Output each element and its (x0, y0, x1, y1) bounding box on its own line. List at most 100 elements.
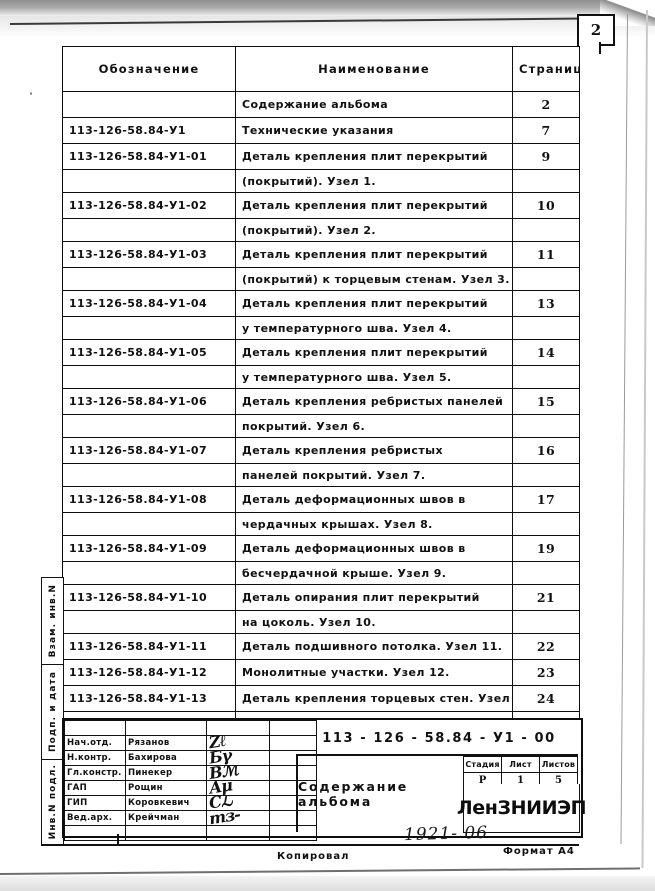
scan-paper-right-edge (620, 13, 628, 844)
cell-designation (62, 169, 236, 193)
cell-page: 7 (512, 117, 580, 144)
cell-page: 14 (512, 339, 580, 366)
cell-designation: 113-126-58.84-У1-05 (62, 339, 236, 366)
cell-designation (62, 365, 236, 389)
signature-mark: Ζℓ (206, 735, 270, 751)
cell-title: Технические указания (235, 117, 513, 144)
table-row: Содержание альбома 2 (62, 91, 580, 118)
cell-page: 9 (512, 143, 580, 170)
signature-row: Нач.отд. Рязанов Ζℓ (64, 735, 317, 751)
cell-title: панелей покрытий. Узел 7. (235, 463, 513, 487)
table-row: 113-126-58.84-У1-04 Деталь крепления плит… (62, 290, 580, 317)
header-designation: Обозначение (62, 46, 236, 92)
cell-designation (62, 610, 236, 634)
cell-title: (покрытий). Узел 2. (235, 218, 513, 242)
cell-designation: 113-126-58.84-У1-11 (62, 633, 236, 660)
cell-designation: 113-126-58.84-У1-12 (62, 659, 236, 686)
signature-row-blank (64, 825, 317, 841)
title-block-document-code: 113 - 126 - 58.84 - У1 - 00 (322, 730, 556, 746)
cell-designation (62, 91, 236, 118)
handwritten-signature: Вℳ (207, 765, 239, 781)
scan-top-edge-band (0, 0, 655, 16)
cell-title: Деталь крепления торцевых стен. Узел 13. (235, 685, 513, 712)
signature-mark: Вℳ (206, 765, 270, 781)
cell-title: Деталь крепления плит перекрытий (235, 143, 513, 170)
cell-title: бесчердачной крыше. Узел 9. (235, 561, 513, 585)
stage-header-list: Лист (501, 756, 540, 773)
scan-paper-bottom-edge (0, 867, 640, 875)
stage-header-stadiya: Стадия (463, 756, 502, 773)
table-row: у температурного шва. Узел 5. (62, 365, 580, 389)
cell-page (512, 365, 580, 389)
signature-role: Вед.арх. (64, 810, 126, 826)
cell-title: покрытий. Узел 6. (235, 414, 513, 438)
cell-page: 10 (512, 192, 580, 219)
footer-format-label: Формат А4 (503, 846, 575, 857)
title-block-document-name: Содержание альбома (298, 779, 409, 809)
cell-designation (62, 316, 236, 340)
cell-page (512, 316, 580, 340)
cell-designation (62, 561, 236, 585)
table-row: (покрытий) к торцевым стенам. Узел 3. (62, 267, 580, 291)
cell-page: 22 (512, 633, 580, 660)
signature-name: Рязанов (125, 735, 207, 751)
cell-designation: 113-126-58.84-У1-01 (62, 143, 236, 170)
margin-label-vzam-inv: Взам. инв.N (42, 578, 63, 665)
table-row: 113-126-58.84-У1-09 Деталь деформационных… (62, 535, 580, 562)
drawing-margin-strip: Взам. инв.N Подп. и дата Инв.N подл. (41, 577, 64, 846)
cell-page: 13 (512, 290, 580, 317)
cell-page: 21 (512, 584, 580, 611)
signature-name: Рощин (125, 780, 207, 796)
title-block-signatures: Нач.отд. Рязанов Ζℓ Н.контр. Бахирова Бγ Гл.ко… (64, 720, 317, 841)
table-row: 113-126-58.84-У1-13 Деталь крепления торц… (62, 685, 580, 712)
title-block: Нач.отд. Рязанов Ζℓ Н.контр. Бахирова Бγ Гл.ко… (62, 718, 587, 841)
margin-label-inv-podl: Инв.N подл. (47, 764, 58, 840)
cell-title: Деталь крепления ребристых (235, 437, 513, 464)
cell-title: Деталь крепления плит перекрытий (235, 290, 513, 317)
signature-cell-empty (125, 720, 207, 736)
cell-page: 2 (512, 91, 580, 118)
signature-cell-empty (64, 720, 126, 736)
stage-header-row: Стадия Лист Листов (463, 756, 578, 773)
cell-page: 15 (512, 388, 580, 415)
cell-designation: 113-126-58.84-У1-07 (62, 437, 236, 464)
signature-name: Бахирова (125, 750, 207, 766)
cell-page: 19 (512, 535, 580, 562)
header-page: Страница (512, 46, 580, 92)
signatures-table: Нач.отд. Рязанов Ζℓ Н.контр. Бахирова Бγ Гл.ко… (64, 720, 317, 841)
signature-row-blank (64, 720, 317, 736)
sheet-number-value: 2 (590, 21, 602, 39)
footer-copied-label: Копировал (277, 851, 350, 862)
table-row: 113-126-58.84-У1-03 Деталь крепления плит… (62, 241, 580, 268)
cell-title: (покрытий) к торцевым стенам. Узел 3. (235, 267, 513, 291)
cell-title: Деталь крепления ребристых панелей (235, 388, 513, 415)
cell-page (512, 512, 580, 536)
signature-cell-empty (206, 825, 270, 841)
cell-page (512, 267, 580, 291)
cell-title: Содержание альбома (235, 91, 513, 118)
cell-designation (62, 218, 236, 242)
cell-designation: 113-126-58.84-У1-02 (62, 192, 236, 219)
table-row: бесчердачной крыше. Узел 9. (62, 561, 580, 585)
signature-mark: Аμ (206, 780, 270, 796)
cell-title: Деталь опирания плит перекрытий (235, 584, 513, 611)
table-row: 113-126-58.84-У1-11 Деталь подшивного пот… (62, 633, 580, 660)
cell-page (512, 169, 580, 193)
table-row: 113-126-58.84-У1-06 Деталь крепления ребр… (62, 388, 580, 415)
cell-title: Деталь крепления плит перекрытий (235, 241, 513, 268)
cell-title: Деталь крепления плит перекрытий (235, 192, 513, 219)
album-contents-body: Содержание альбома 2 113-126-58.84-У1 Техни… (62, 91, 580, 761)
cell-page: 16 (512, 437, 580, 464)
signature-mark: Сℒ (206, 795, 270, 811)
signature-mark: тз- (206, 810, 270, 826)
cell-designation: 113-126-58.84-У1-13 (62, 685, 236, 712)
cell-page (512, 610, 580, 634)
table-row: 113-126-58.84-У1-07 Деталь крепления ребр… (62, 437, 580, 464)
handwritten-signature: Ζℓ (207, 735, 227, 751)
cell-title: Деталь деформационных швов в (235, 535, 513, 562)
cell-title: (покрытий). Узел 1. (235, 169, 513, 193)
cell-title: Монолитные участки. Узел 12. (235, 659, 513, 686)
cell-page (512, 218, 580, 242)
table-row: у температурного шва. Узел 4. (62, 316, 580, 340)
signature-row: Гл.констр. Пинекер Вℳ (64, 765, 317, 781)
